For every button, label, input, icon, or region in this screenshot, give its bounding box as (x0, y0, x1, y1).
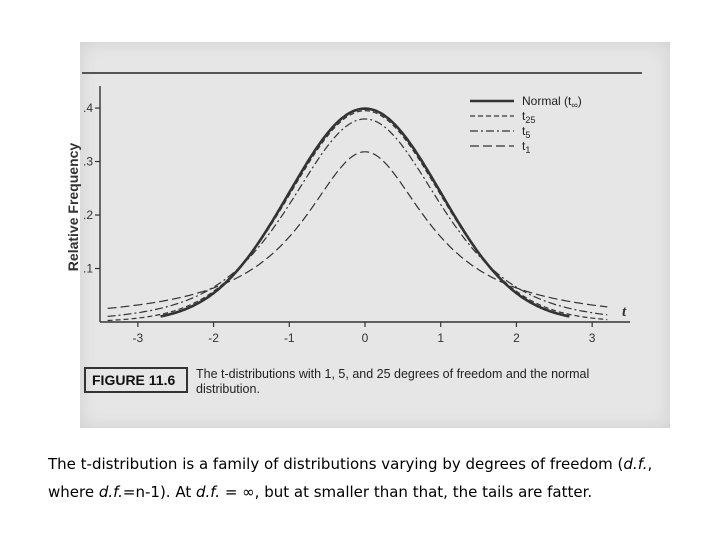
page-rule (82, 72, 642, 74)
legend-label-main: Normal (t (522, 94, 572, 108)
y-axis-label: Relative Frequency (65, 143, 81, 272)
curve-t5 (107, 118, 608, 317)
x-axis-label: t (622, 304, 627, 320)
legend-label: t1 (522, 139, 530, 155)
legend-label-suffix: ) (578, 94, 582, 108)
figure-label: FIGURE 11.6 (84, 367, 188, 393)
curves-layer (107, 107, 608, 322)
x-tick-label: -1 (284, 331, 295, 345)
curve-t1 (107, 151, 608, 309)
curve-t25 (107, 110, 608, 322)
slide-caption: The t-distribution is a family of distri… (48, 450, 698, 506)
legend-label-subscript: 1 (525, 145, 530, 155)
x-tick-label: 0 (362, 331, 369, 345)
legend-label: t25 (522, 109, 535, 125)
legend-label-subscript: 25 (525, 115, 535, 125)
legend-label-subscript: ∞ (571, 100, 577, 110)
legend-label: Normal (t∞) (522, 94, 582, 110)
figure-caption: The t-distributions with 1, 5, and 25 de… (196, 367, 590, 396)
legend-label-main: t (522, 124, 526, 138)
legend-label: t5 (522, 124, 530, 140)
legend-label-main: t (522, 109, 526, 123)
y-tick-label: .1 (83, 262, 93, 276)
y-tick-label: .2 (83, 208, 93, 222)
y-tick-label: .4 (83, 101, 93, 115)
caption-text-4: = ∞, but at smaller than that, the tails… (220, 483, 593, 501)
caption-text-2: , where (48, 455, 653, 501)
x-tick-label: 3 (589, 331, 596, 345)
axes-layer: -3 -2 -1 0 1 2 3 .1 .2 .3 .4 Relative Frequency t (65, 86, 630, 345)
legend-label-subscript: 5 (525, 130, 530, 140)
legend-label-main: t (522, 139, 526, 153)
curve-normalt (160, 107, 570, 318)
caption-df-1: d.f. (623, 455, 648, 473)
caption-df-2: d.f. (98, 483, 123, 501)
caption-text-3: =n-1). At (122, 483, 196, 501)
x-tick-label: 1 (437, 331, 444, 345)
x-tick-label: -2 (208, 331, 219, 345)
caption-text-1: The t-distribution is a family of distri… (48, 455, 624, 473)
x-tick-label: 2 (513, 331, 520, 345)
x-tick-label: -3 (133, 331, 144, 345)
scanned-page (80, 42, 670, 428)
y-tick-label: .3 (83, 155, 93, 169)
caption-df-3: d.f. (196, 483, 221, 501)
